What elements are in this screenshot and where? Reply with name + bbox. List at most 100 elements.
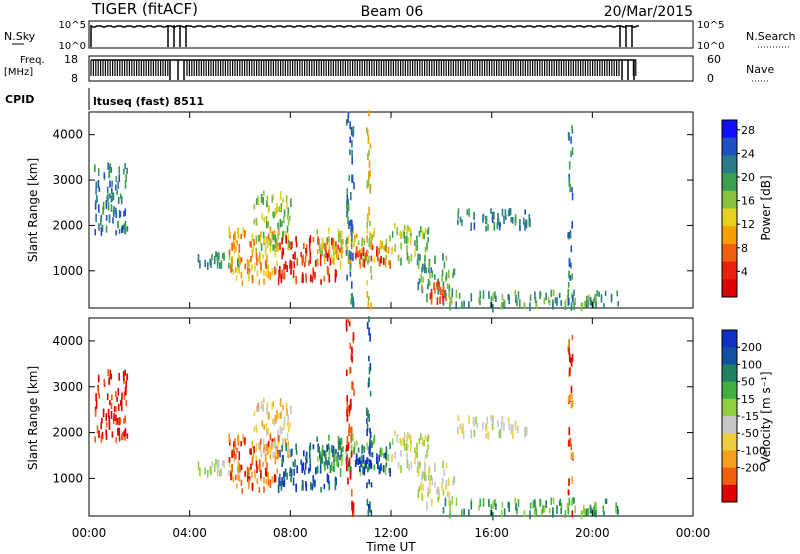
data-cell [571,193,574,201]
data-cell [113,413,115,421]
data-cell [567,346,569,352]
data-cell [347,236,349,244]
velocity-panel: 00:00 04:00 08:00 12:00 16:00 20:00 00:00 1000 2… [52,316,710,540]
data-cell [482,498,485,507]
data-cell [244,263,246,270]
power-colorbar-label: Power [dB] [759,175,773,240]
data-cell [348,255,351,264]
data-cell [248,259,251,268]
data-cell [115,184,117,191]
data-cell [349,219,352,227]
data-cell [235,275,238,281]
data-cell [251,233,254,242]
data-cell [369,431,372,439]
data-cell [291,448,293,456]
data-cell [247,267,249,275]
data-cell [419,461,421,469]
data-cell [110,373,113,380]
data-cell [461,509,463,518]
data-cell [479,290,481,300]
data-cell [292,477,295,486]
nsearch-tick-top: 10^5 [697,20,724,31]
data-cell [260,400,263,410]
colorbar-tick-label: 28 [741,124,755,137]
data-cell [492,292,494,302]
data-cell [523,302,526,310]
data-cell [420,226,422,233]
data-cell [124,227,127,235]
data-cell [519,299,521,309]
data-cell [281,237,283,245]
data-cell [122,371,125,378]
data-cell [366,418,368,425]
data-cell [98,186,101,192]
data-cell [617,509,619,515]
data-cell [457,211,459,219]
data-cell [246,466,249,473]
data-cell [351,500,353,508]
data-cell [515,502,517,511]
data-cell [571,147,574,156]
data-cell [272,211,274,217]
data-cell [348,250,351,260]
data-cell [327,236,330,243]
data-cell [97,386,100,395]
data-cell [349,342,351,350]
data-cell [424,462,426,470]
data-cell [220,260,223,270]
data-cell [274,455,277,465]
data-cell [351,381,353,390]
data-cell [319,465,322,474]
data-cell [371,244,374,250]
data-cell [98,223,100,231]
data-cell [283,478,286,486]
data-cell [351,356,353,363]
data-cell [124,163,126,170]
data-cell [339,260,342,270]
data-cell [572,295,574,303]
data-cell [329,465,332,474]
data-cell [251,249,254,258]
data-cell [296,257,298,266]
data-cell [417,281,420,291]
data-cell [416,235,418,245]
data-cell [335,460,338,467]
data-cell [388,259,390,266]
data-cell [437,288,440,295]
data-cell [280,484,283,491]
data-cell [269,479,272,488]
data-cell [428,261,430,267]
data-cell [309,235,312,243]
data-cell [266,200,268,208]
data-cell [102,408,105,418]
data-cell [340,448,343,457]
data-cell [283,416,286,424]
data-cell [540,508,543,516]
data-cell [271,402,273,410]
data-cell [439,286,442,296]
data-cell [566,295,569,301]
data-cell [400,232,402,239]
y-tick-label: 1000 [52,264,83,278]
data-cell [487,431,489,438]
data-cell [373,434,376,443]
data-cell [507,417,510,424]
data-cell [108,421,111,431]
data-cell [568,339,570,348]
data-cell [283,216,285,224]
data-cell [260,193,263,203]
data-cell [279,191,282,200]
data-cell [279,218,282,228]
data-cell [357,251,360,258]
data-cell [610,296,613,303]
data-cell [366,407,368,417]
freq-trace [90,59,637,80]
data-cell [329,257,332,266]
data-cell [337,228,340,237]
freq-label: Freq. [20,55,45,66]
colorbar-tick-label: 8 [741,242,748,255]
data-cell [368,504,370,510]
data-cell [377,253,379,262]
data-cell [250,241,252,248]
data-cell [333,243,336,252]
